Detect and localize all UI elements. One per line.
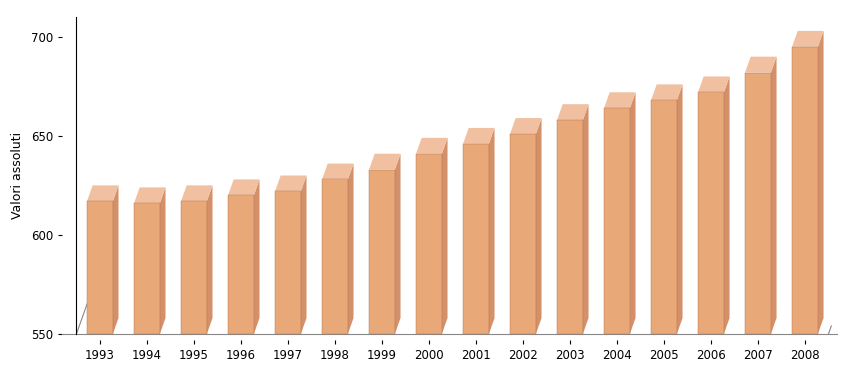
Bar bbox=[322, 179, 348, 334]
Bar bbox=[134, 203, 160, 334]
Polygon shape bbox=[113, 185, 119, 334]
Polygon shape bbox=[275, 175, 306, 191]
Bar bbox=[698, 92, 724, 334]
Polygon shape bbox=[369, 154, 401, 170]
Polygon shape bbox=[792, 31, 824, 47]
Bar bbox=[792, 47, 818, 334]
Bar bbox=[181, 201, 207, 334]
Bar bbox=[698, 92, 724, 334]
Polygon shape bbox=[134, 187, 166, 203]
Bar bbox=[745, 72, 771, 334]
Bar bbox=[87, 201, 113, 334]
Bar bbox=[604, 108, 630, 334]
Bar bbox=[510, 134, 536, 334]
Polygon shape bbox=[395, 154, 401, 334]
Bar bbox=[181, 201, 207, 334]
Bar bbox=[557, 120, 583, 334]
Bar bbox=[275, 191, 301, 334]
Polygon shape bbox=[441, 138, 447, 334]
Polygon shape bbox=[651, 84, 683, 100]
Bar bbox=[275, 191, 301, 334]
Bar bbox=[651, 100, 677, 334]
Polygon shape bbox=[557, 104, 588, 120]
Polygon shape bbox=[724, 76, 729, 334]
Bar bbox=[322, 179, 348, 334]
Bar bbox=[134, 203, 160, 334]
Polygon shape bbox=[677, 84, 683, 334]
Polygon shape bbox=[348, 164, 353, 334]
Bar bbox=[369, 170, 395, 334]
Polygon shape bbox=[698, 76, 729, 92]
Bar bbox=[416, 154, 441, 334]
Polygon shape bbox=[207, 185, 212, 334]
Polygon shape bbox=[254, 179, 260, 334]
Polygon shape bbox=[463, 128, 494, 144]
Polygon shape bbox=[745, 57, 777, 72]
Polygon shape bbox=[160, 187, 166, 334]
Polygon shape bbox=[228, 179, 260, 195]
Polygon shape bbox=[771, 57, 777, 334]
Bar bbox=[463, 144, 489, 334]
Bar bbox=[745, 72, 771, 334]
Polygon shape bbox=[818, 31, 824, 334]
Y-axis label: Valori assoluti: Valori assoluti bbox=[11, 132, 24, 219]
Polygon shape bbox=[583, 104, 588, 334]
Polygon shape bbox=[181, 185, 212, 201]
Polygon shape bbox=[536, 118, 542, 334]
Bar bbox=[651, 100, 677, 334]
Bar bbox=[463, 144, 489, 334]
Bar bbox=[557, 120, 583, 334]
Polygon shape bbox=[510, 118, 542, 134]
Bar bbox=[87, 201, 113, 334]
Polygon shape bbox=[416, 138, 447, 154]
Bar bbox=[792, 47, 818, 334]
Polygon shape bbox=[630, 92, 636, 334]
Bar bbox=[369, 170, 395, 334]
Polygon shape bbox=[87, 185, 119, 201]
Bar bbox=[228, 195, 254, 334]
Polygon shape bbox=[604, 92, 636, 108]
Bar bbox=[228, 195, 254, 334]
Bar bbox=[416, 154, 441, 334]
Polygon shape bbox=[489, 128, 494, 334]
Polygon shape bbox=[301, 175, 306, 334]
Bar bbox=[604, 108, 630, 334]
Bar bbox=[510, 134, 536, 334]
Polygon shape bbox=[322, 164, 353, 179]
